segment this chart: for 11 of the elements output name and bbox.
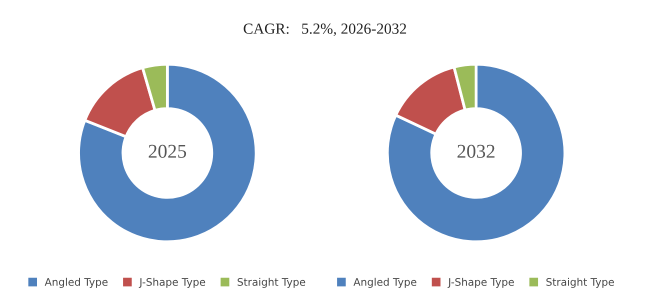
legend-label: Angled Type [44,278,108,288]
donut-slice [386,62,566,244]
chart-title: CAGR: 5.2%, 2026-2032 [244,24,406,36]
text: 2032 [458,144,494,158]
text: 2025 [148,144,186,158]
slice-label: Angled Type [353,278,416,288]
legend-label: Straight Type [238,278,306,288]
legend-label: J-Shape Type [448,278,514,288]
donut-slice [77,62,258,244]
legend-label: J-Shape Type [138,278,206,288]
legend-label: Straight Type [546,278,614,288]
